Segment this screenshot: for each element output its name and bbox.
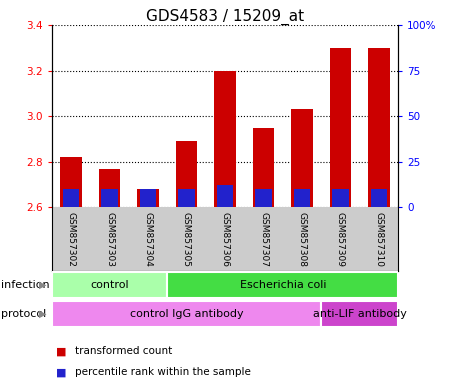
Bar [140,189,157,207]
Text: ▶: ▶ [39,309,47,319]
Bar [321,301,398,327]
Text: transformed count: transformed count [75,346,172,356]
Bar [167,272,398,298]
Bar [255,189,272,207]
Text: GSM857305: GSM857305 [182,212,191,267]
Text: control IgG antibody: control IgG antibody [130,309,243,319]
Bar [63,189,80,207]
Bar [52,272,167,298]
Bar [369,48,390,207]
Text: protocol: protocol [1,309,46,319]
Text: GSM857309: GSM857309 [336,212,345,267]
Text: ■: ■ [56,346,67,356]
Bar [178,189,195,207]
Bar [330,48,351,207]
Text: ■: ■ [56,367,67,377]
Text: GSM857302: GSM857302 [67,212,76,267]
Bar [253,127,274,207]
Text: GSM857303: GSM857303 [105,212,114,267]
Bar [216,185,234,207]
Bar [137,189,158,207]
Bar [176,141,197,207]
Text: GSM857304: GSM857304 [144,212,153,267]
Text: ▶: ▶ [39,280,47,290]
Bar [292,109,313,207]
Bar [99,169,120,207]
Bar [101,189,118,207]
Bar [293,189,310,207]
Text: control: control [90,280,129,290]
Bar [370,189,387,207]
Text: infection: infection [1,280,50,290]
Text: GSM857306: GSM857306 [220,212,230,267]
Title: GDS4583 / 15209_at: GDS4583 / 15209_at [146,9,304,25]
Bar [52,301,321,327]
Bar [60,157,81,207]
Text: percentile rank within the sample: percentile rank within the sample [75,367,251,377]
Text: anti-LIF antibody: anti-LIF antibody [313,309,407,319]
Bar [214,71,236,207]
Text: GSM857310: GSM857310 [374,212,383,267]
Text: GSM857307: GSM857307 [259,212,268,267]
Text: GSM857308: GSM857308 [297,212,306,267]
Text: Escherichia coli: Escherichia coli [239,280,326,290]
Bar [332,189,349,207]
